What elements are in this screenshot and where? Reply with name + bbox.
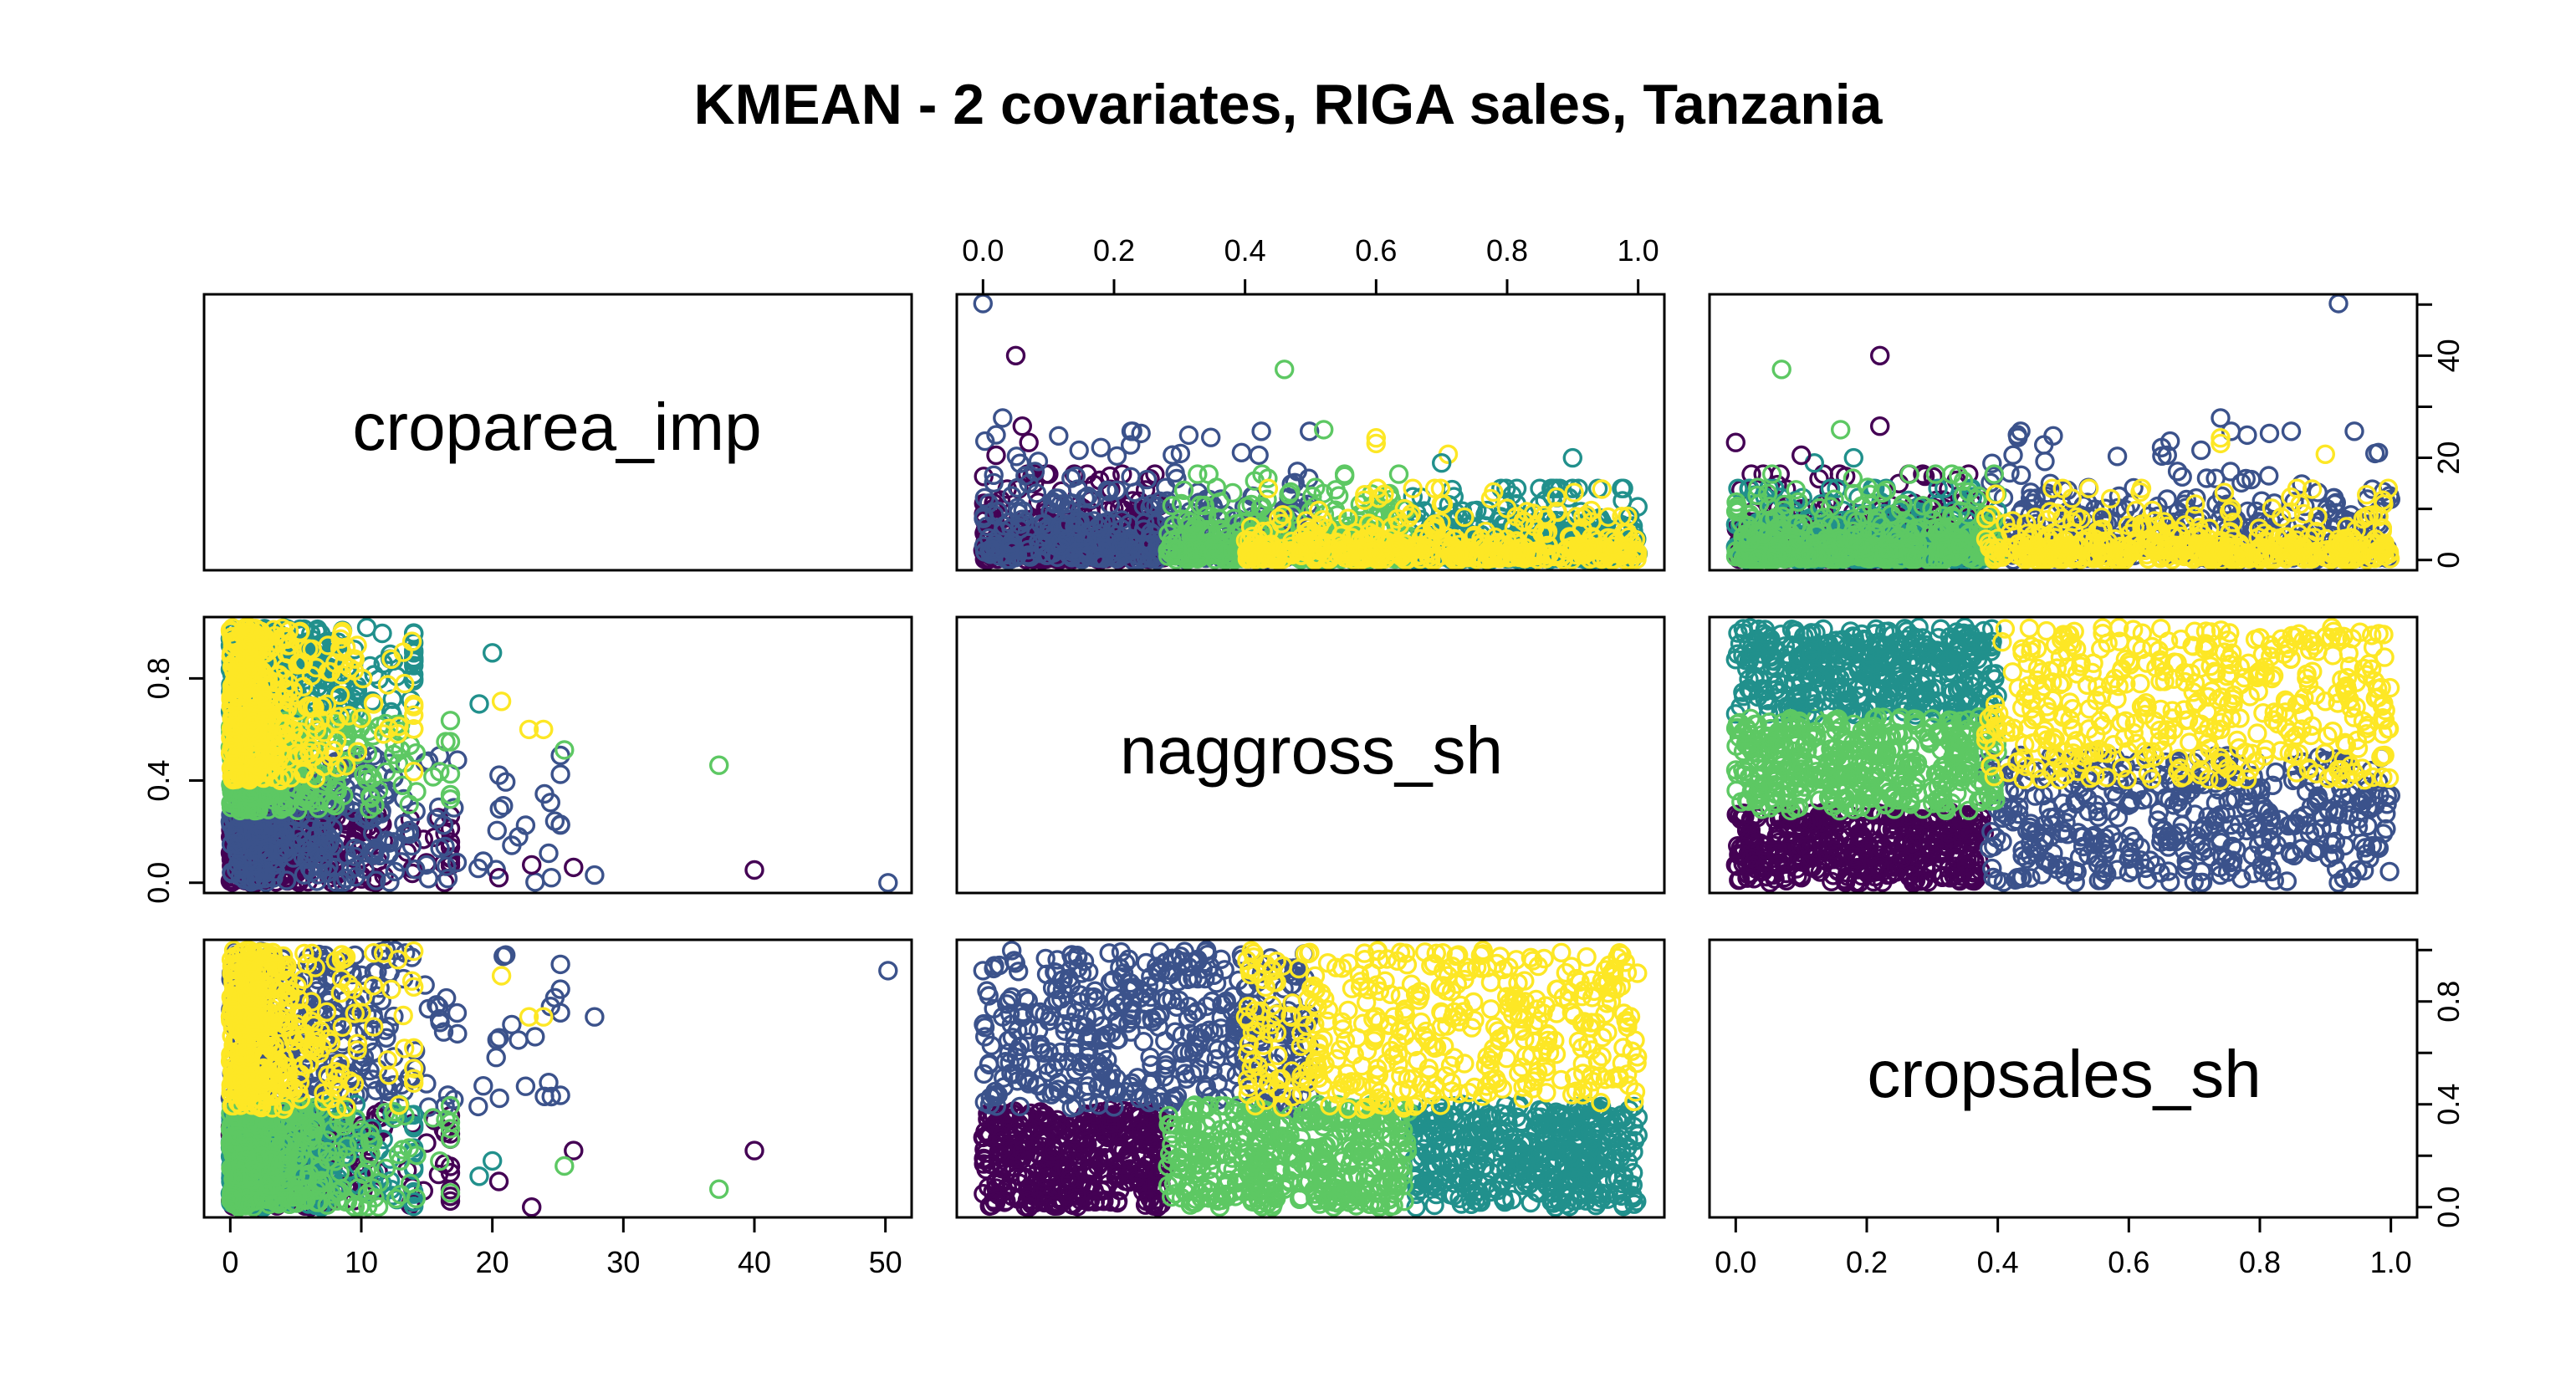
data-point — [1188, 464, 1208, 484]
data-point — [1012, 416, 1033, 436]
data-point — [1388, 464, 1409, 484]
data-point — [1005, 345, 1026, 365]
data-point — [2107, 446, 2128, 467]
data-point — [2211, 408, 2231, 428]
data-point — [1019, 432, 1039, 452]
data-point — [1830, 420, 1851, 440]
data-point — [539, 843, 559, 864]
data-point — [1099, 482, 1119, 502]
data-point — [1249, 445, 1269, 466]
data-point — [2035, 452, 2055, 472]
data-point — [2237, 425, 2257, 446]
data-point — [2011, 465, 2032, 485]
data-point — [1163, 445, 1183, 465]
data-point — [1025, 462, 1045, 482]
data-point — [1258, 478, 1279, 498]
data-point — [1170, 443, 1191, 464]
data-point — [550, 745, 570, 766]
data-point — [550, 764, 570, 784]
data-point — [525, 872, 545, 892]
data-point — [2190, 440, 2211, 461]
data-point — [984, 472, 1004, 493]
data-point — [1120, 435, 1141, 455]
data-point — [1131, 423, 1151, 444]
chart-title: KMEAN - 2 covariates, RIGA sales, Tanzan… — [694, 73, 1883, 136]
data-point — [974, 431, 995, 452]
data-point — [1231, 442, 1252, 462]
data-point — [1274, 360, 1295, 380]
data-point — [993, 408, 1013, 428]
scatter-points — [220, 293, 2401, 1217]
data-point — [1028, 452, 1049, 472]
data-point — [1069, 440, 1089, 461]
data-point — [973, 293, 994, 314]
data-point — [986, 445, 1006, 466]
panel-points-r0-c1 — [973, 293, 1648, 570]
data-point — [1066, 466, 1086, 487]
data-point — [1791, 445, 1812, 466]
data-point — [1107, 446, 1127, 467]
data-point — [1122, 491, 1142, 511]
data-point — [2344, 421, 2364, 441]
data-point — [1562, 447, 1583, 468]
panel-points-r0-c2 — [1725, 293, 2401, 570]
data-point — [1091, 437, 1112, 457]
data-point — [550, 814, 570, 834]
data-point — [1178, 425, 1199, 446]
variable-label-cropsales-sh: cropsales_sh — [1867, 1037, 2261, 1111]
data-point — [1771, 360, 1791, 380]
variable-label-naggross-sh: naggross_sh — [1120, 713, 1503, 788]
data-point — [2259, 423, 2280, 444]
data-point — [984, 465, 1004, 485]
data-point — [2281, 421, 2302, 441]
data-point — [1725, 432, 1746, 452]
data-point — [2000, 462, 2020, 483]
data-point — [1843, 447, 1864, 468]
data-point — [2328, 293, 2349, 314]
variable-label-croparea-imp: croparea_imp — [352, 390, 761, 464]
data-point — [2315, 444, 2336, 464]
data-point — [974, 487, 995, 508]
variable-labels: croparea_imp naggross_sh cropsales_sh — [352, 390, 2261, 1111]
data-point — [1869, 345, 1890, 365]
data-point — [974, 467, 994, 487]
panel-points-r1-c0 — [220, 617, 898, 893]
data-point — [1081, 489, 1101, 509]
data-point — [2003, 445, 2023, 465]
data-point — [2258, 466, 2279, 486]
data-point — [487, 820, 507, 840]
data-point — [1049, 426, 1069, 446]
data-point — [1251, 421, 1271, 441]
data-point — [1200, 427, 1221, 447]
data-point — [1869, 416, 1890, 436]
